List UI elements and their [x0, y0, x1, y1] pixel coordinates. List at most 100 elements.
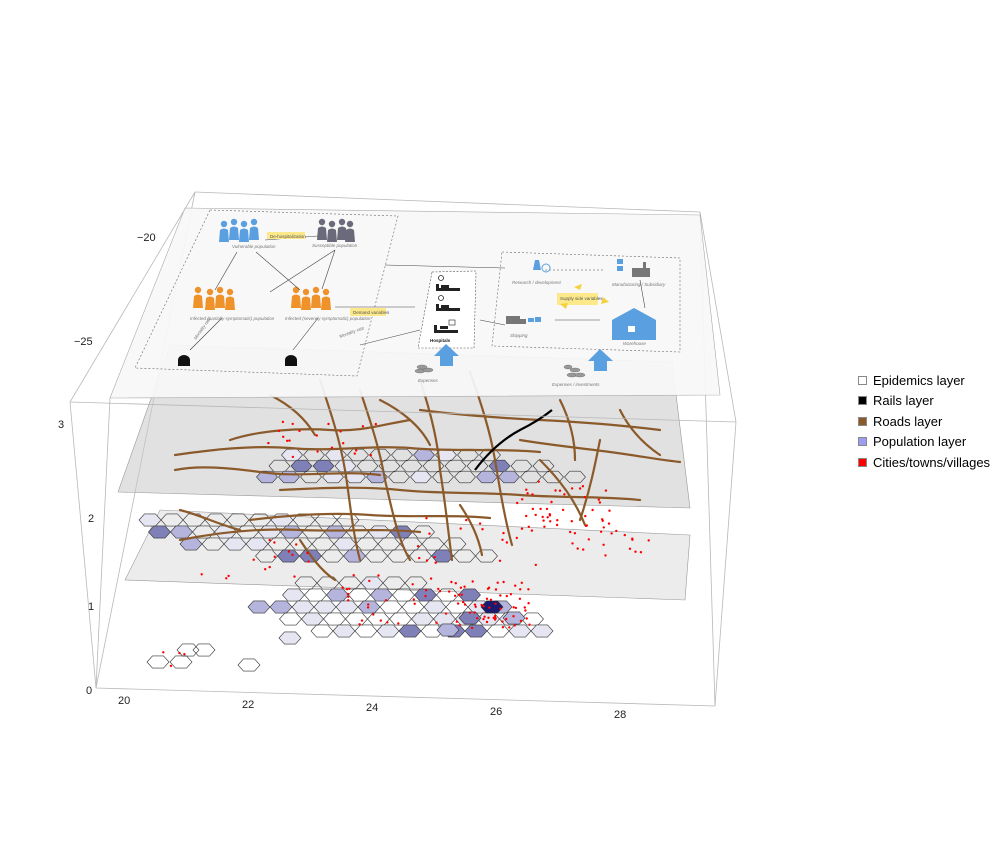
epidemic-hex-cell	[312, 459, 335, 473]
city-point	[501, 538, 504, 541]
city-point	[273, 541, 276, 544]
city-point	[379, 619, 382, 622]
city-point	[448, 590, 451, 593]
city-point	[531, 493, 534, 496]
badge-demand-variables	[350, 308, 386, 316]
city-point	[591, 508, 594, 512]
city-point	[539, 507, 542, 511]
city-point	[530, 529, 534, 532]
epidemic-hex-cell	[532, 459, 555, 473]
road-segment	[468, 370, 514, 547]
city-point	[513, 624, 516, 627]
city-point	[367, 603, 370, 606]
epidemic-hex-cell	[564, 470, 586, 484]
person-icon	[215, 294, 225, 308]
city-point	[527, 602, 530, 605]
city-point	[291, 455, 295, 459]
city-point	[604, 489, 608, 492]
epidemic-hex-cell	[348, 588, 371, 602]
x-tick-label: 26	[490, 706, 502, 718]
city-point	[494, 602, 497, 605]
city-point	[512, 606, 515, 609]
city-point	[358, 623, 361, 626]
person-icon	[250, 218, 258, 226]
supply-chain-icons	[506, 259, 656, 340]
city-point	[291, 422, 294, 426]
city-point	[519, 619, 523, 623]
city-point	[277, 429, 281, 433]
epidemic-hex-cell	[192, 643, 216, 657]
expenses-label: Expenses	[418, 378, 439, 383]
epidemic-hex-cell	[520, 470, 542, 484]
city-point	[494, 617, 497, 620]
city-point	[459, 527, 462, 530]
epidemic-hex-cell	[411, 612, 434, 626]
person-icon	[337, 226, 347, 240]
epidemic-hex-cell	[291, 600, 315, 614]
legend-item-roads: Roads layer	[858, 411, 990, 432]
city-point	[482, 605, 485, 608]
city-point	[534, 513, 537, 517]
city-point	[570, 487, 574, 490]
road-segment	[278, 486, 642, 502]
roads-network	[173, 370, 682, 582]
person-icon	[321, 296, 331, 310]
city-point	[514, 606, 518, 610]
epidemic-hex-cell	[282, 588, 305, 602]
hospital-bed-icons	[434, 275, 460, 333]
city-point	[587, 538, 590, 541]
legend-item-population: Population layer	[858, 432, 990, 453]
city-point	[470, 626, 474, 630]
city-point	[631, 538, 634, 541]
city-point	[519, 588, 522, 591]
city-point	[582, 548, 585, 551]
person-icon	[301, 296, 311, 310]
epidemic-hex-cell	[389, 612, 412, 626]
city-point	[307, 560, 310, 563]
person-icon	[216, 286, 224, 294]
city-point	[628, 547, 632, 550]
cities-points	[162, 420, 650, 668]
city-point	[295, 543, 298, 546]
city-point	[481, 528, 484, 531]
epidemic-hex-cell	[454, 470, 476, 484]
city-point	[607, 522, 611, 525]
city-point	[550, 500, 553, 504]
city-point	[327, 422, 330, 426]
city-point	[293, 575, 296, 578]
city-point	[200, 573, 203, 576]
city-point	[546, 516, 549, 519]
city-point	[485, 620, 489, 624]
x-tick-label: 22	[242, 699, 254, 711]
z-tick-label: 2	[88, 513, 94, 525]
city-point	[347, 595, 350, 598]
person-icon	[327, 228, 337, 242]
city-point	[342, 442, 345, 445]
city-point	[482, 617, 485, 621]
city-point	[487, 616, 490, 619]
legend-swatch-epidemics	[858, 375, 867, 385]
city-point	[348, 587, 351, 590]
city-point	[352, 574, 355, 577]
road-segment	[558, 398, 577, 462]
person-icon	[311, 294, 321, 308]
legend-label-rails: Rails layer	[873, 393, 934, 409]
city-point	[512, 615, 515, 618]
epidemic-hex-cell	[356, 459, 379, 473]
city-point	[554, 489, 557, 492]
epidemic-hex-cell	[237, 658, 261, 672]
city-point	[468, 611, 472, 614]
city-point	[454, 582, 457, 585]
city-point	[471, 580, 474, 583]
epidemic-hex-cell	[388, 470, 410, 484]
city-point	[569, 530, 572, 534]
city-point	[366, 606, 370, 609]
epidemic-hex-cell	[146, 655, 170, 669]
city-point	[548, 514, 552, 517]
city-point	[473, 611, 476, 614]
city-point	[597, 498, 600, 501]
person-icon	[328, 220, 336, 228]
epidemic-hex-cell	[334, 459, 357, 473]
city-point	[498, 559, 502, 562]
epidemic-hex-cell	[369, 448, 391, 462]
